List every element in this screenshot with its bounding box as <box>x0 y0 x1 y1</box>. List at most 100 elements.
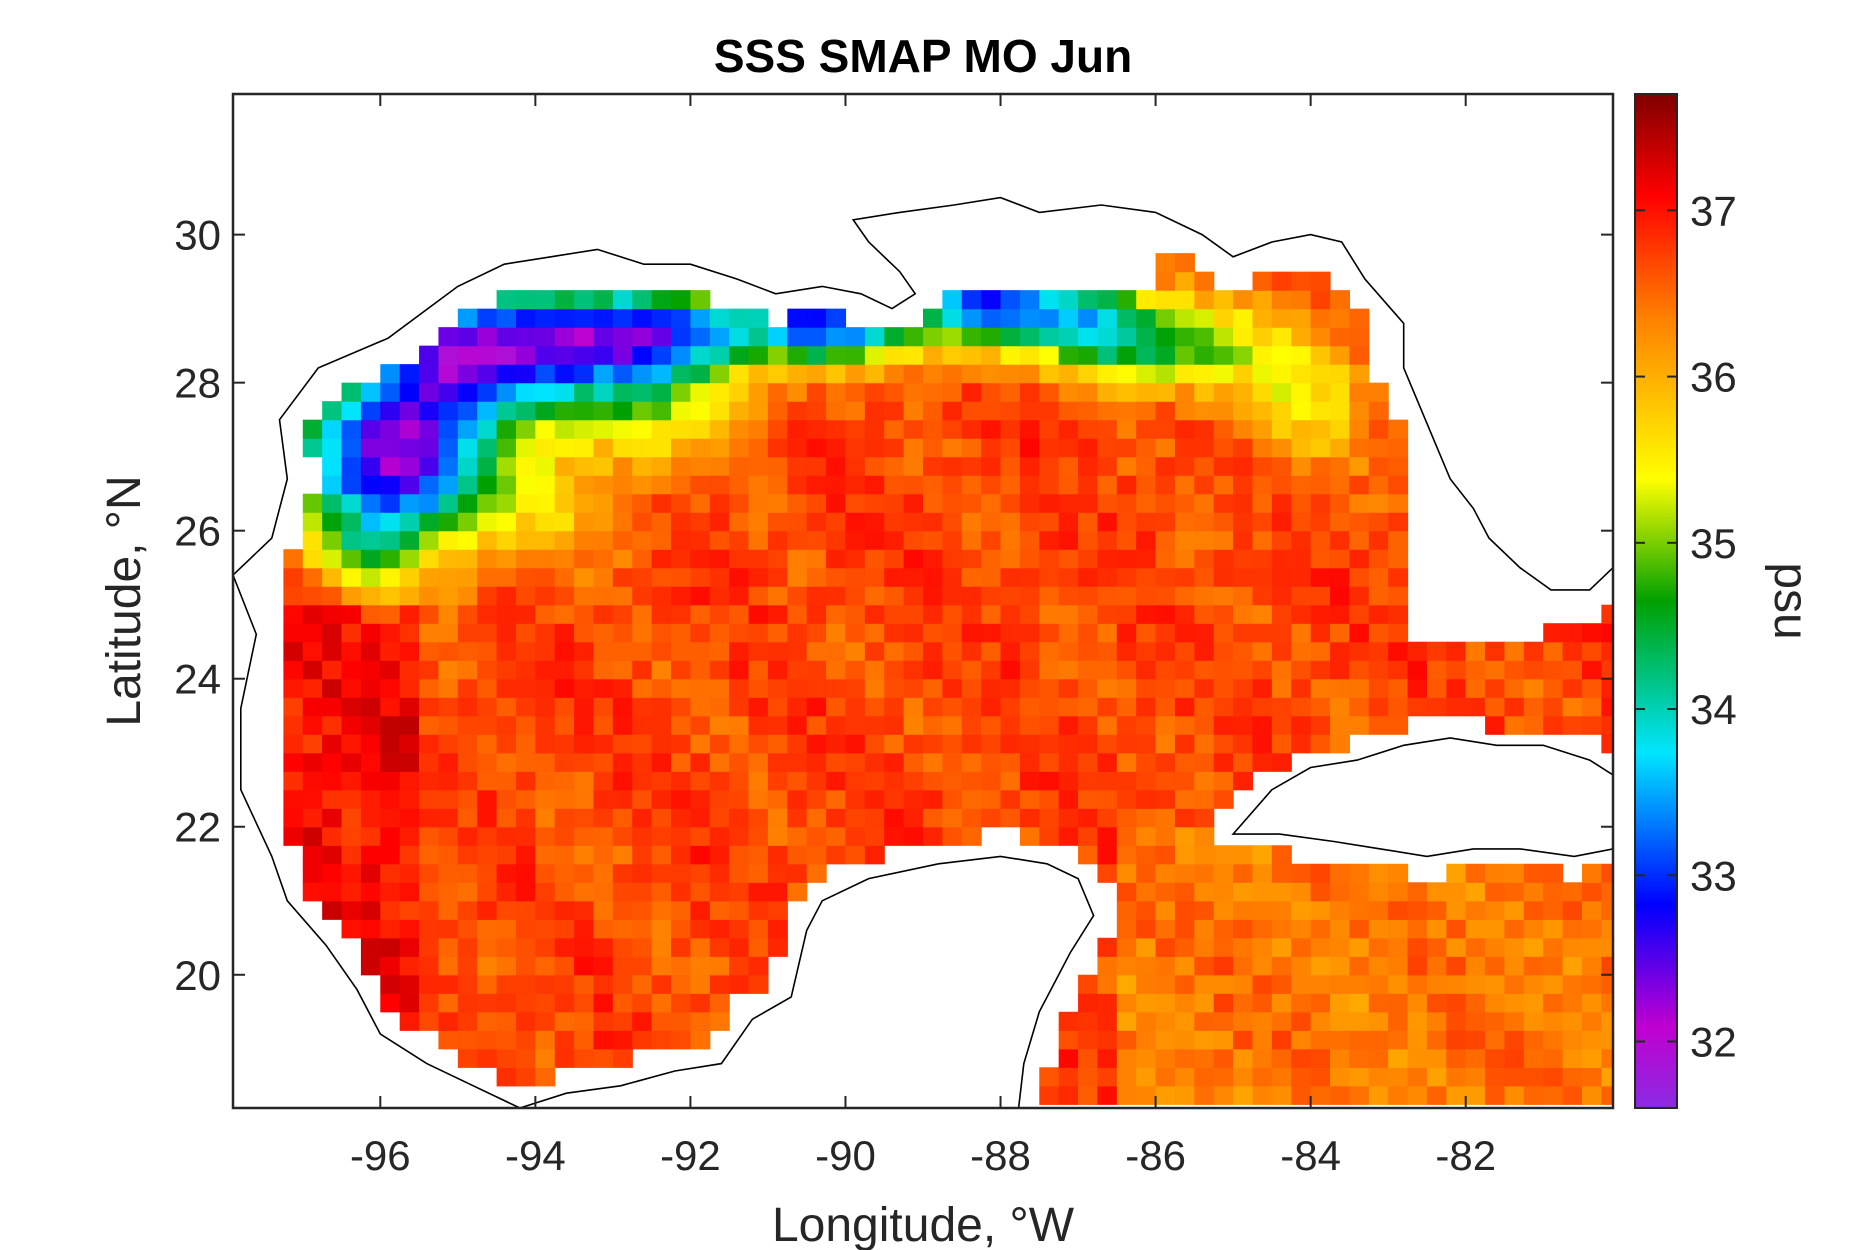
salinity-cell <box>884 401 905 421</box>
salinity-cell <box>1136 1048 1157 1068</box>
salinity-cell <box>632 900 653 920</box>
salinity-cell <box>1155 660 1176 680</box>
salinity-cell <box>515 993 536 1013</box>
y-tick-label: 30 <box>174 212 221 259</box>
salinity-cell <box>690 660 711 680</box>
salinity-cell <box>748 937 769 957</box>
salinity-cell <box>1426 919 1447 939</box>
salinity-cell <box>1078 641 1099 661</box>
salinity-cell <box>1078 734 1099 754</box>
salinity-cell <box>1058 290 1079 310</box>
salinity-cell <box>1252 549 1273 569</box>
salinity-cell <box>1446 1011 1467 1031</box>
salinity-cell <box>942 382 963 402</box>
salinity-cell <box>1581 660 1602 680</box>
salinity-cell <box>1562 697 1583 717</box>
salinity-cell <box>1349 604 1370 624</box>
salinity-cell <box>1000 345 1021 365</box>
salinity-cell <box>1349 549 1370 569</box>
salinity-cell <box>651 900 672 920</box>
salinity-cell <box>438 419 459 439</box>
salinity-cell <box>593 678 614 698</box>
salinity-cell <box>1155 401 1176 421</box>
salinity-cell <box>1155 845 1176 865</box>
salinity-cell <box>574 623 595 643</box>
salinity-cell <box>360 438 381 458</box>
salinity-cell <box>1155 752 1176 772</box>
salinity-cell <box>767 401 788 421</box>
salinity-cell <box>1465 993 1486 1013</box>
salinity-cell <box>612 364 633 384</box>
salinity-cell <box>1271 530 1292 550</box>
salinity-cell <box>1581 678 1602 698</box>
salinity-cell <box>1330 345 1350 365</box>
salinity-cell <box>671 382 692 402</box>
salinity-cell <box>671 845 692 865</box>
salinity-cell <box>360 419 381 439</box>
salinity-cell <box>1271 549 1292 569</box>
salinity-cell <box>1349 382 1370 402</box>
salinity-cell <box>593 1011 614 1031</box>
salinity-cell <box>845 845 866 865</box>
salinity-cell <box>1271 493 1292 513</box>
salinity-cell <box>535 364 556 384</box>
salinity-cell <box>709 308 730 328</box>
salinity-cell <box>612 974 633 994</box>
salinity-cell <box>1523 974 1544 994</box>
salinity-cell <box>651 771 672 791</box>
salinity-cell <box>1523 882 1544 902</box>
salinity-cell <box>1136 382 1157 402</box>
salinity-cell <box>399 845 420 865</box>
salinity-cell <box>690 512 711 532</box>
salinity-cell <box>767 919 788 939</box>
salinity-cell <box>671 789 692 809</box>
salinity-cell <box>380 567 401 587</box>
salinity-cell <box>1233 475 1254 495</box>
salinity-cell <box>1504 1067 1525 1087</box>
salinity-cell <box>341 586 362 606</box>
salinity-cell <box>1485 660 1506 680</box>
salinity-cell <box>283 752 304 772</box>
salinity-cell <box>1349 401 1370 421</box>
salinity-cell <box>612 900 633 920</box>
salinity-cell <box>942 290 963 310</box>
salinity-cell <box>942 401 963 421</box>
salinity-cell <box>399 456 420 476</box>
salinity-cell <box>729 382 750 402</box>
salinity-cell <box>438 678 459 698</box>
salinity-cell <box>864 475 885 495</box>
salinity-cell <box>845 419 866 439</box>
salinity-cell <box>593 974 614 994</box>
salinity-cell <box>457 715 478 735</box>
salinity-cell <box>1019 401 1040 421</box>
salinity-cell <box>1019 623 1040 643</box>
salinity-cell <box>729 567 750 587</box>
salinity-cell <box>903 475 924 495</box>
salinity-cell <box>729 623 750 643</box>
salinity-cell <box>1330 1030 1350 1050</box>
salinity-cell <box>1039 419 1060 439</box>
salinity-cell <box>419 697 440 717</box>
salinity-cell <box>438 567 459 587</box>
salinity-cell <box>302 419 323 439</box>
salinity-cell <box>554 456 575 476</box>
salinity-cell <box>1155 604 1176 624</box>
salinity-cell <box>923 308 943 328</box>
salinity-cell <box>1116 1067 1137 1087</box>
salinity-cell <box>283 586 304 606</box>
salinity-cell <box>1349 345 1370 365</box>
salinity-cell <box>671 956 692 976</box>
salinity-cell <box>1174 808 1195 828</box>
salinity-cell <box>1271 586 1292 606</box>
salinity-cell <box>1174 993 1195 1013</box>
salinity-cell <box>903 678 924 698</box>
salinity-cell <box>1097 493 1118 513</box>
salinity-cell <box>341 734 362 754</box>
salinity-cell <box>1271 715 1292 735</box>
salinity-cell <box>1078 364 1099 384</box>
salinity-cell <box>574 900 595 920</box>
salinity-cell <box>554 993 575 1013</box>
salinity-cell <box>380 900 401 920</box>
salinity-cell <box>1485 900 1506 920</box>
salinity-cell <box>380 678 401 698</box>
